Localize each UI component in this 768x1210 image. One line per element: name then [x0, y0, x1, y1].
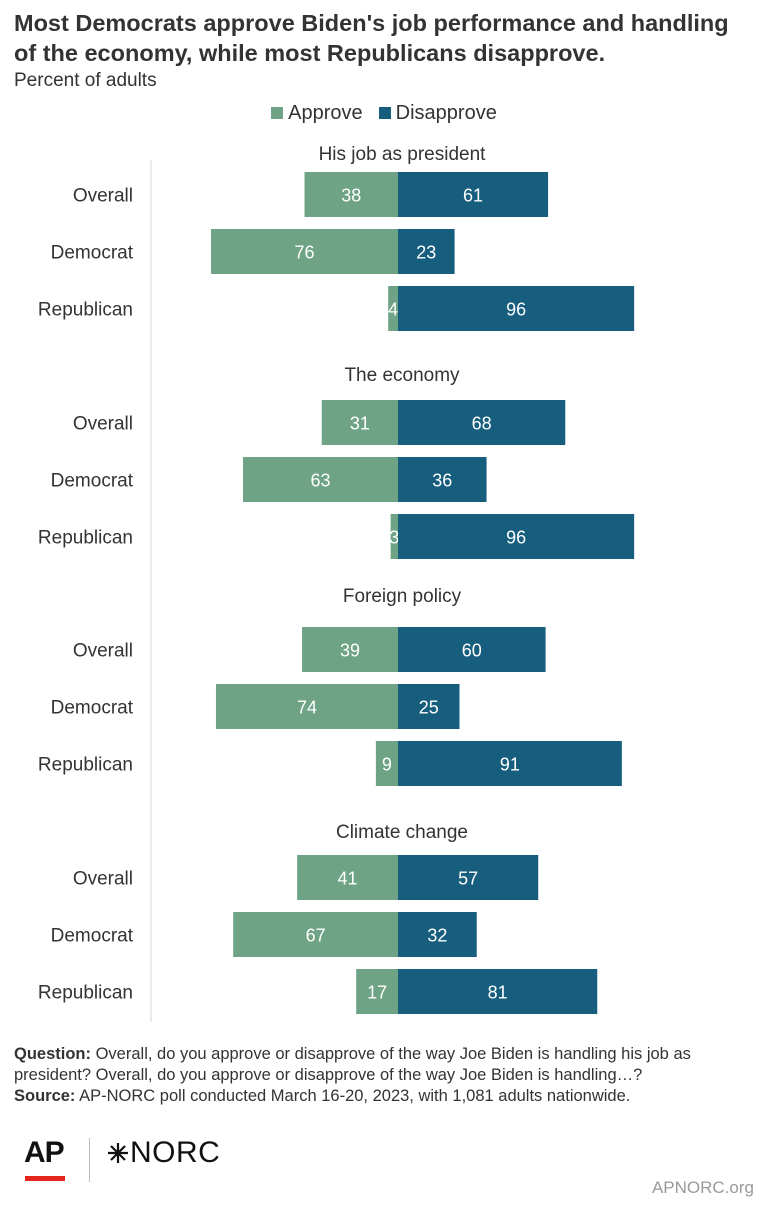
disapprove-bar	[398, 229, 455, 274]
approve-value-label: 9	[382, 755, 392, 775]
disapprove-bar	[398, 912, 477, 957]
approve-value-label: 17	[367, 983, 387, 1003]
disapprove-bar	[398, 514, 635, 559]
approve-bar	[388, 286, 398, 331]
norc-logo-text: NORC	[130, 1136, 221, 1169]
norc-logo: NORC	[106, 1136, 220, 1170]
approve-value-label: 63	[310, 471, 330, 491]
diverging-bar-chart: His job as president Overall 38 61 Democrat 7…	[38, 144, 635, 1022]
approve-bar	[375, 741, 398, 786]
legend-label-approve: Approve	[288, 101, 363, 124]
disapprove-value-label: 96	[506, 528, 526, 548]
approve-value-label: 74	[297, 698, 317, 718]
category-label: Democrat	[51, 926, 134, 947]
approve-value-label: 4	[388, 300, 398, 320]
disapprove-bar	[398, 684, 460, 729]
source-text: AP-NORC poll conducted March 16-20, 2023…	[79, 1087, 631, 1105]
ap-logo-underline	[25, 1176, 65, 1181]
disapprove-bar	[398, 400, 566, 445]
disapprove-bar	[398, 741, 622, 786]
question-text: Overall, do you approve or disapprove of…	[14, 1045, 691, 1084]
source-label: Source:	[14, 1087, 76, 1105]
category-label: Republican	[38, 983, 133, 1004]
category-label: Overall	[73, 186, 133, 207]
approve-bar	[302, 627, 398, 672]
legend-label-disapprove: Disapprove	[395, 101, 497, 124]
approve-value-label: 39	[340, 641, 360, 661]
logo-divider	[89, 1138, 90, 1182]
approve-bar	[321, 400, 398, 445]
category-label: Overall	[73, 641, 133, 662]
chart-legend: Approve Disapprove	[0, 100, 768, 126]
disapprove-bar	[398, 855, 539, 900]
approve-value-label: 67	[306, 926, 326, 946]
panel-title: Foreign policy	[343, 586, 462, 607]
approve-bar	[211, 229, 398, 274]
category-label: Overall	[73, 869, 133, 890]
disapprove-value-label: 61	[463, 186, 483, 206]
chart-title: Most Democrats approve Biden's job perfo…	[14, 10, 729, 66]
source-note: Source: AP-NORC poll conducted March 16-…	[14, 1086, 758, 1107]
disapprove-bar	[398, 286, 635, 331]
disapprove-value-label: 25	[419, 698, 439, 718]
approve-bar	[390, 514, 398, 559]
disapprove-bar	[398, 627, 546, 672]
approve-bar	[233, 912, 398, 957]
approve-bar	[243, 457, 398, 502]
category-label: Democrat	[51, 471, 134, 492]
legend-swatch-disapprove	[378, 107, 391, 119]
category-label: Overall	[73, 414, 133, 435]
category-label: Democrat	[51, 698, 134, 719]
disapprove-value-label: 96	[506, 300, 526, 320]
question-label: Question:	[14, 1045, 91, 1063]
disapprove-bar	[398, 457, 487, 502]
question-note: Question: Overall, do you approve or dis…	[14, 1044, 758, 1086]
disapprove-value-label: 60	[462, 641, 482, 661]
disapprove-value-label: 57	[458, 869, 478, 889]
disapprove-value-label: 81	[488, 983, 508, 1003]
approve-value-label: 38	[341, 186, 361, 206]
disapprove-value-label: 68	[472, 414, 492, 434]
chart-subtitle: Percent of adults	[14, 70, 157, 91]
ap-logo: AP	[24, 1136, 65, 1169]
category-label: Republican	[38, 755, 133, 776]
panel-title: His job as president	[319, 144, 487, 165]
legend-swatch-approve	[271, 107, 284, 119]
disapprove-bar	[398, 969, 598, 1014]
legend-item-approve: Approve	[271, 102, 363, 125]
disapprove-value-label: 23	[416, 243, 436, 263]
category-label: Republican	[38, 528, 133, 549]
category-label: Republican	[38, 300, 133, 321]
category-label: Democrat	[51, 243, 134, 264]
panel-title: Climate change	[336, 822, 468, 843]
approve-value-label: 3	[389, 528, 399, 548]
approve-bar	[297, 855, 398, 900]
approve-value-label: 76	[295, 243, 315, 263]
legend-item-disapprove: Disapprove	[378, 101, 497, 125]
disapprove-value-label: 91	[500, 755, 520, 775]
chart-footer: Question: Overall, do you approve or dis…	[14, 1044, 758, 1107]
site-url: APNORC.org	[651, 1178, 754, 1197]
approve-value-label: 31	[350, 414, 370, 434]
panel-title: The economy	[344, 365, 460, 386]
approve-bar	[356, 969, 398, 1014]
asterisk-star-icon	[108, 1143, 128, 1163]
approve-bar	[304, 172, 398, 217]
disapprove-value-label: 36	[432, 471, 452, 491]
disapprove-bar	[398, 172, 549, 217]
approve-value-label: 41	[338, 869, 358, 889]
approve-bar	[215, 684, 398, 729]
disapprove-value-label: 32	[427, 926, 447, 946]
